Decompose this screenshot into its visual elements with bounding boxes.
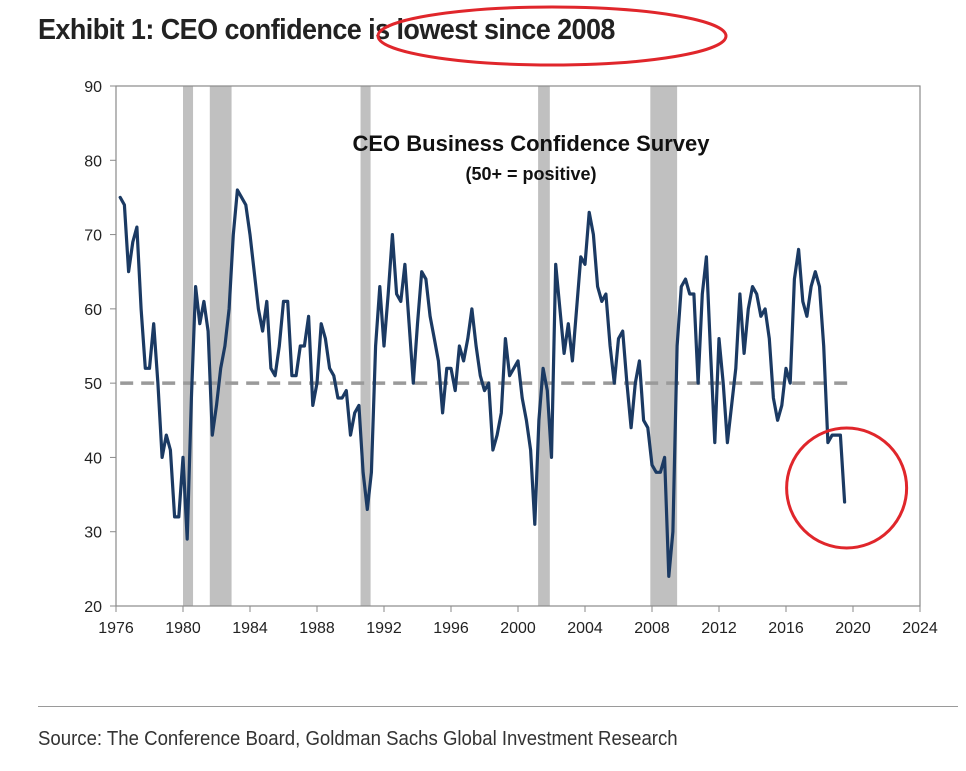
series-line-ceo-confidence xyxy=(118,188,847,578)
axes: 1976 1980 1984 1988 1992 1996 2000 2004 2008 2012… xyxy=(84,79,938,637)
y-tick-label: 60 xyxy=(84,302,102,319)
exhibit-title: Exhibit 1: CEO confidence is lowest sinc… xyxy=(38,14,615,46)
x-tick-label: 2024 xyxy=(902,620,938,637)
x-tick-label: 1996 xyxy=(433,620,469,637)
x-tick-label: 1984 xyxy=(232,620,268,637)
x-tick-label: 1992 xyxy=(366,620,402,637)
x-tick-label: 2008 xyxy=(634,620,670,637)
title-highlight-ellipse xyxy=(376,5,728,67)
x-tick-label: 2016 xyxy=(768,620,804,637)
y-tick-label: 30 xyxy=(84,525,102,542)
footer-divider xyxy=(38,706,958,707)
y-tick-label: 40 xyxy=(84,450,102,467)
y-tick-label: 50 xyxy=(84,376,102,393)
x-tick-label: 2000 xyxy=(500,620,536,637)
y-tick-label: 20 xyxy=(84,599,102,616)
x-tick-label: 1976 xyxy=(98,620,134,637)
chart-title: CEO Business Confidence Survey xyxy=(353,131,711,156)
recession-bands xyxy=(183,86,678,606)
y-tick-label: 80 xyxy=(84,153,102,170)
source-note: Source: The Conference Board, Goldman Sa… xyxy=(38,728,678,750)
recession-band xyxy=(183,86,194,606)
latest-value-highlight-circle xyxy=(785,426,909,550)
x-tick-label: 2020 xyxy=(835,620,871,637)
x-tick-label: 1980 xyxy=(165,620,201,637)
y-tick-label: 70 xyxy=(84,228,102,245)
x-tick-label: 2012 xyxy=(701,620,737,637)
recession-band xyxy=(360,86,371,606)
chart-subtitle: (50+ = positive) xyxy=(465,164,596,184)
recession-band xyxy=(209,86,232,606)
x-tick-label: 1988 xyxy=(299,620,335,637)
recession-band xyxy=(538,86,550,606)
y-tick-label: 90 xyxy=(84,79,102,96)
x-tick-label: 2004 xyxy=(567,620,603,637)
